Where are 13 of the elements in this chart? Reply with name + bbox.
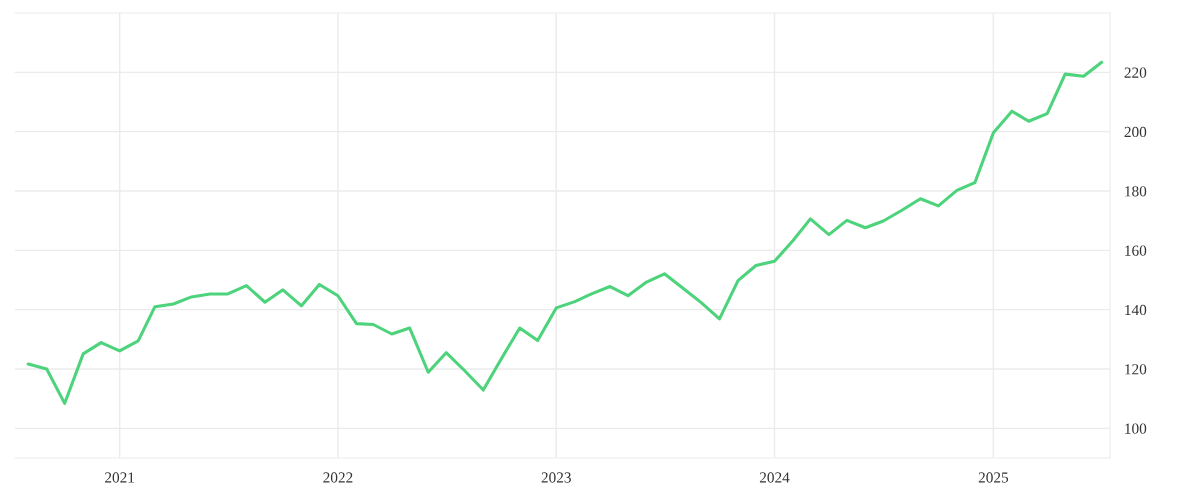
x-tick-label: 2025 xyxy=(978,472,1009,483)
y-tick-label: 180 xyxy=(1125,186,1147,197)
y-tick-label: 120 xyxy=(1125,364,1147,375)
y-tick-label: 160 xyxy=(1125,245,1147,256)
y-tick-label: 200 xyxy=(1124,126,1147,138)
x-tick-label: 2023 xyxy=(541,472,571,483)
x-tick-label: 2024 xyxy=(759,472,790,483)
line-series xyxy=(26,60,1104,405)
x-tick-label: 2022 xyxy=(323,472,353,483)
y-tick-label: 220 xyxy=(1124,67,1147,78)
y-tick-label: 100 xyxy=(1125,423,1147,434)
y-tick-label: 140 xyxy=(1125,304,1147,316)
x-tick-label: 2021 xyxy=(105,472,135,483)
